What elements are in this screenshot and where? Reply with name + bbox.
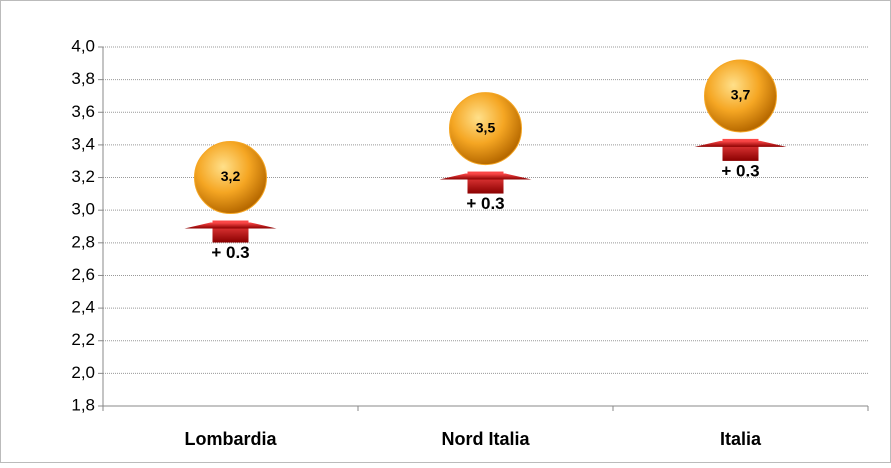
y-tick-label: 2,4 [71,298,95,317]
y-tick-label: 3,0 [71,200,95,219]
y-tick-label: 1,8 [71,395,95,414]
data-label: 3,7 [731,87,751,103]
y-tick-label: 2,2 [71,330,95,349]
change-label: + 0.3 [211,243,249,262]
chart: 1,8 2,0 2,2 2,4 2,6 2,8 3,0 3,2 3,4 3,6 3,8 4,0 Lomb… [0,0,891,463]
change-label: + 0.3 [721,161,759,180]
y-tick-label: 4,0 [71,36,95,55]
data-label: 3,5 [476,119,496,135]
change-label: + 0.3 [466,194,504,213]
x-tick-label: Nord Italia [441,429,530,449]
x-tick-label: Italia [720,429,762,449]
y-tick-label: 3,6 [71,102,95,121]
y-tick-label: 2,6 [71,265,95,284]
data-label: 3,2 [221,168,241,184]
x-tick-label: Lombardia [184,429,277,449]
y-tick-label: 2,8 [71,232,95,251]
y-tick-label: 3,4 [71,134,95,153]
y-tick-label: 3,2 [71,167,95,186]
y-tick-label: 3,8 [71,69,95,88]
y-tick-label: 2,0 [71,363,95,382]
